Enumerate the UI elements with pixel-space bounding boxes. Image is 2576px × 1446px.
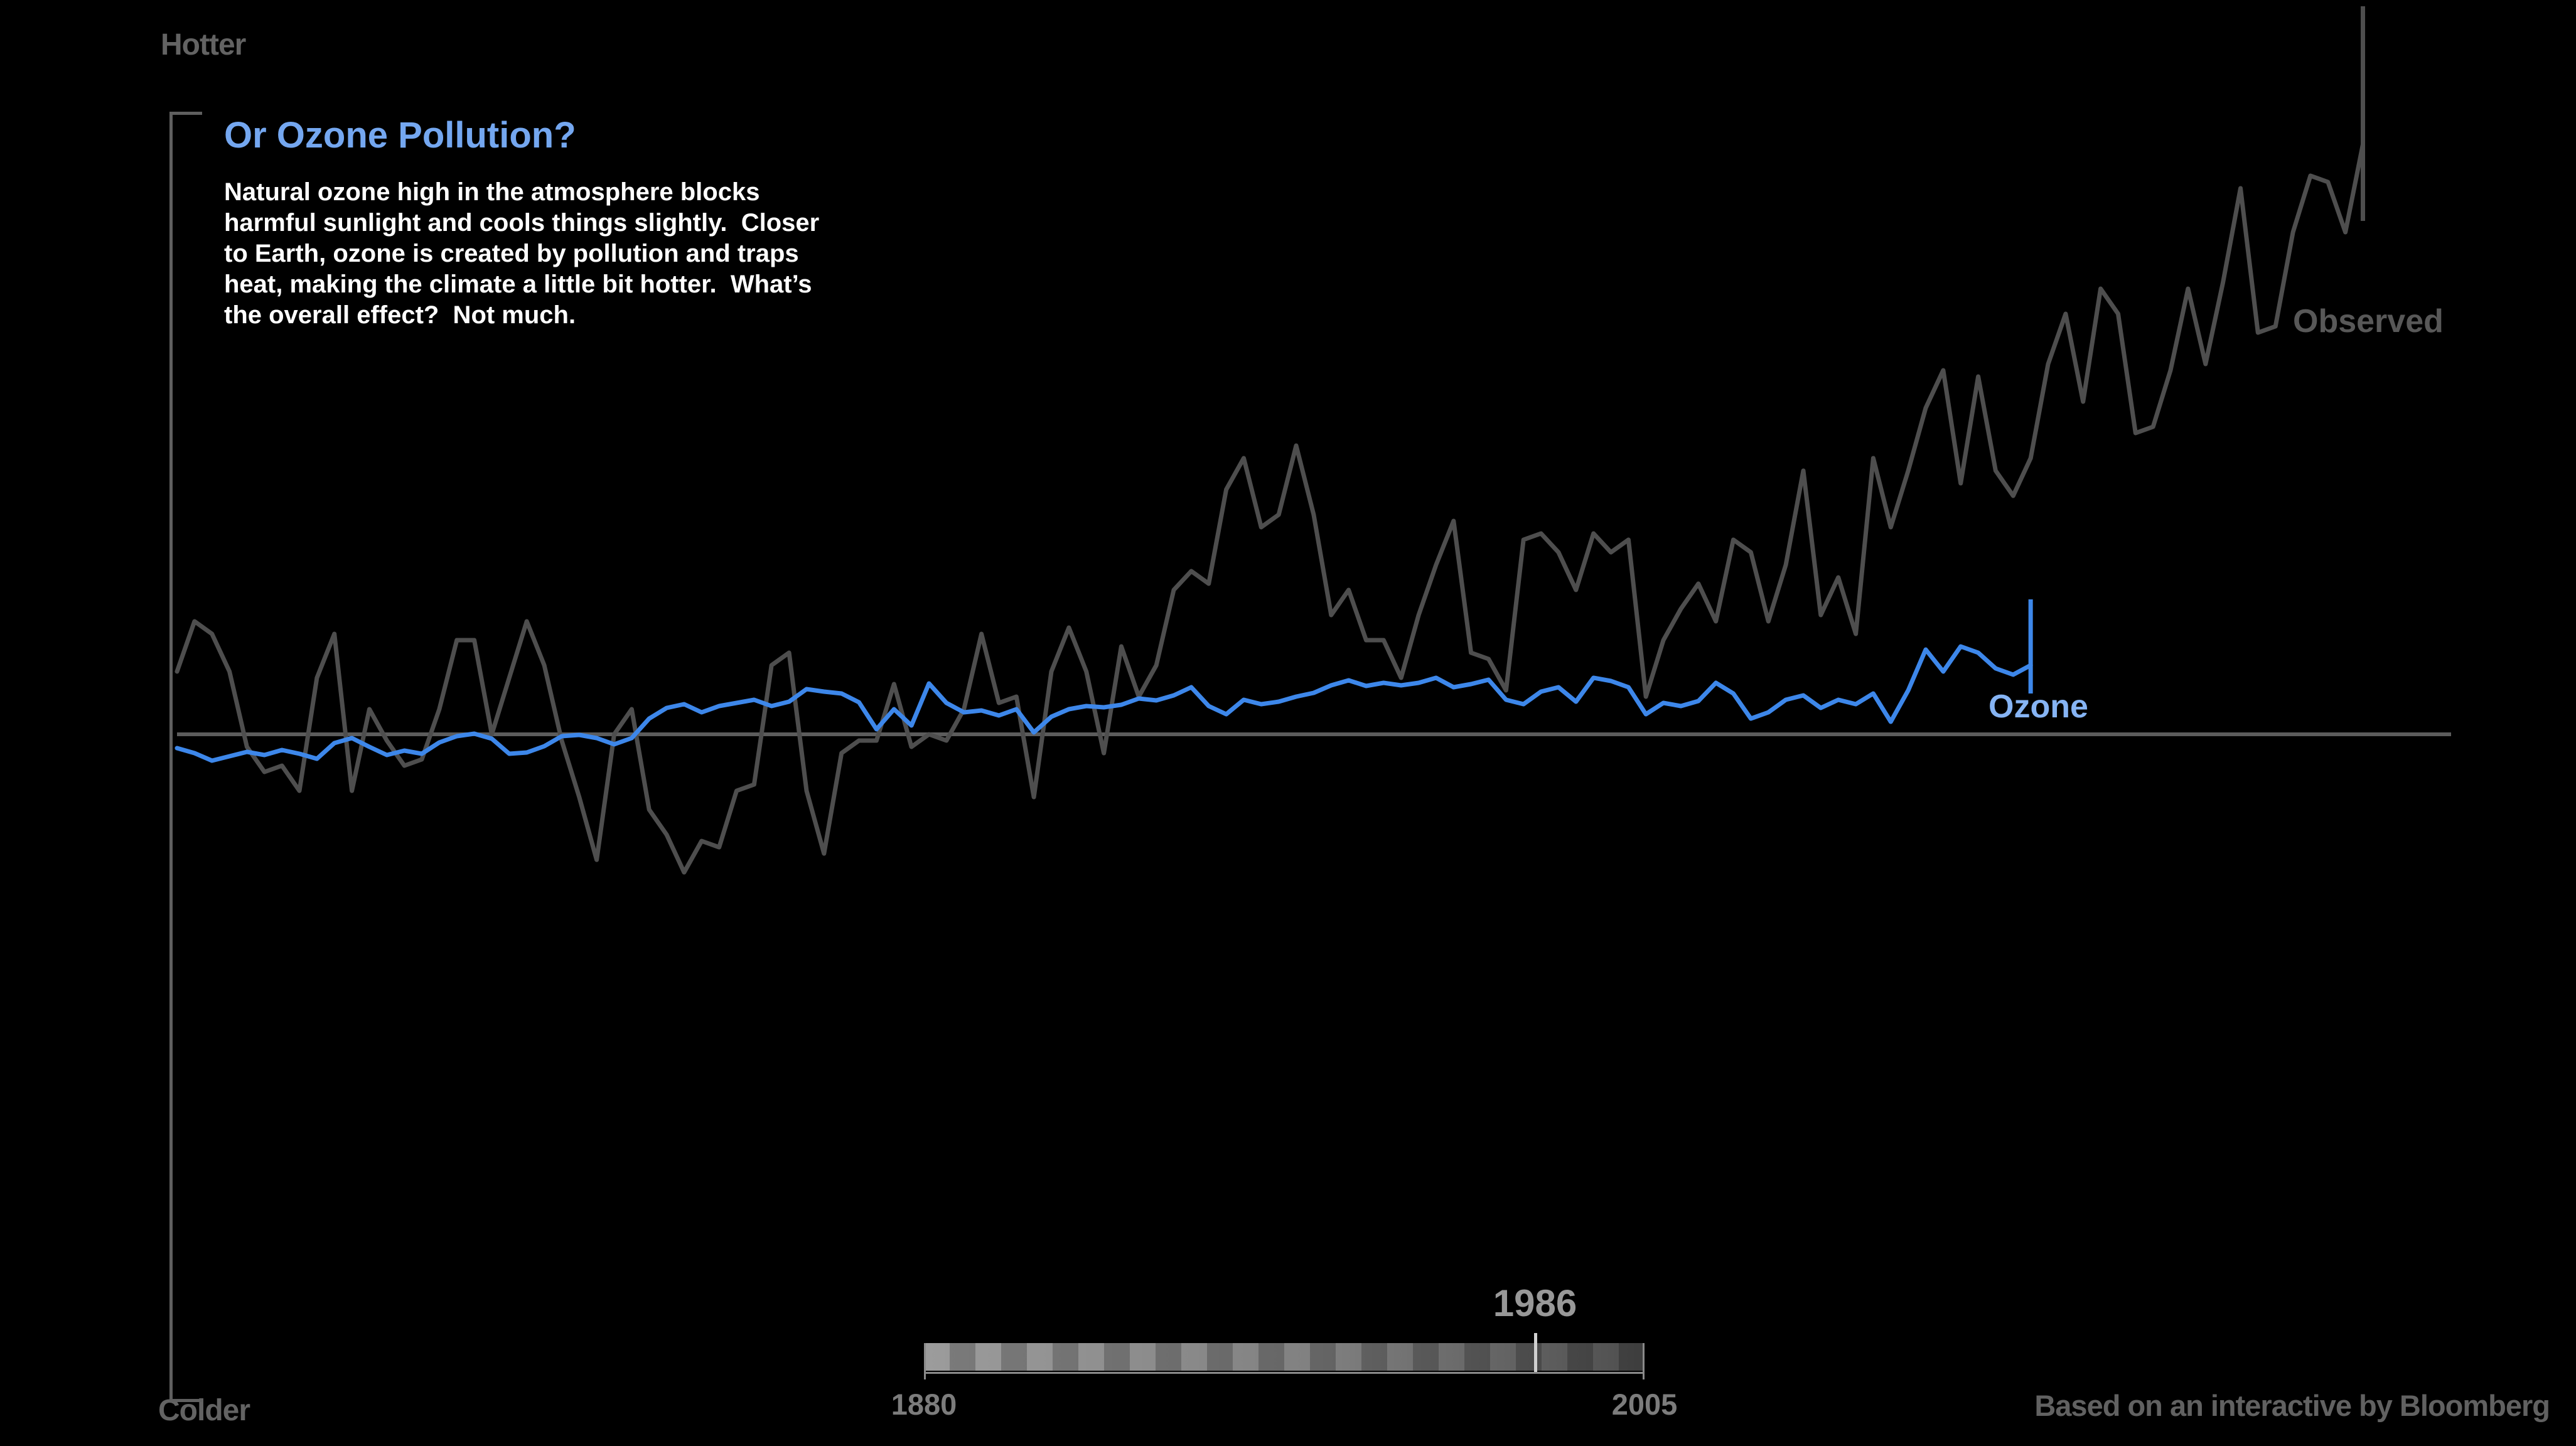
ozone-series-label: Ozone <box>1988 688 2088 725</box>
y-axis-hotter-label: Hotter <box>161 28 246 62</box>
timeline-start-year-label: 1880 <box>891 1388 957 1421</box>
timeline-axis-line <box>924 1372 1645 1374</box>
explainer-text: Natural ozone high in the atmosphere blo… <box>224 178 820 329</box>
timeline-current-year-handle[interactable] <box>1533 1333 1537 1372</box>
y-axis-bracket-top-tick <box>169 112 202 115</box>
ozone-line <box>174 644 2033 763</box>
timeline-current-year-label: 1986 <box>1493 1282 1577 1324</box>
y-axis-bracket-line <box>169 112 173 1402</box>
timeline-end-year-label: 2005 <box>1611 1388 1678 1421</box>
page-title: Or Ozone Pollution? <box>224 115 576 156</box>
timeline-start-tick <box>924 1343 926 1379</box>
zero-baseline <box>177 732 2451 736</box>
observed-line <box>174 142 2365 875</box>
timeline-end-tick <box>1643 1343 1645 1379</box>
observed-series-label: Observed <box>2293 303 2444 340</box>
credit-text: Based on an interactive by Bloomberg <box>2034 1389 2550 1422</box>
y-axis-bracket-bottom-tick <box>169 1399 202 1402</box>
